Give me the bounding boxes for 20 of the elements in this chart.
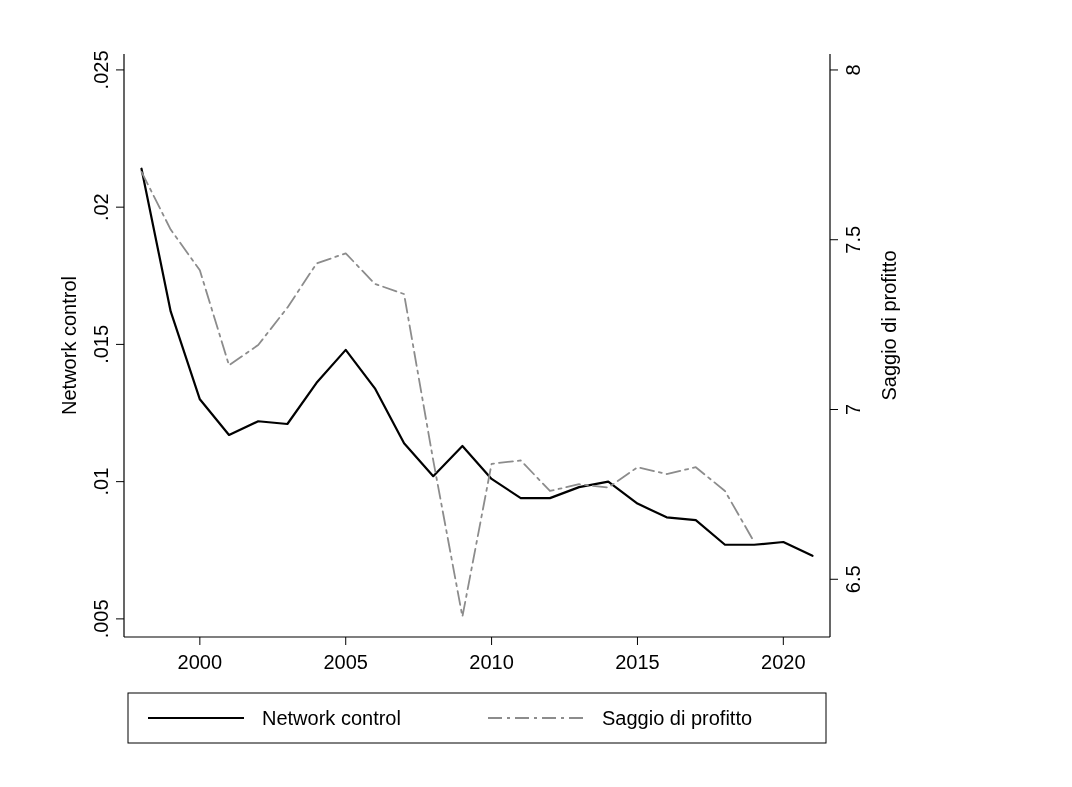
line-series [140,167,814,557]
y2-tick-label: 7 [842,403,864,416]
y-tick-label: .01 [90,467,112,496]
legend-label: Network control [262,707,401,729]
x-tick-label: 2005 [323,651,368,673]
x-tick-label: 2010 [469,651,514,673]
legend-label: Saggio di profitto [602,707,753,729]
x-tick-label: 2015 [615,651,660,673]
y-tick-label: .025 [90,50,112,90]
x-tick-label: 2020 [761,651,806,673]
line-series [140,170,756,618]
y-tick-label: .02 [90,193,112,222]
y2-axis-title: Saggio di profitto [878,250,900,401]
y-tick-label: .005 [90,599,112,639]
y-tick-label: .015 [90,324,112,364]
y-axis-title: Network control [58,276,80,415]
y2-tick-label: 7.5 [842,225,864,254]
x-tick-label: 2000 [177,651,223,673]
y2-tick-label: 8 [842,64,864,76]
y2-tick-label: 6.5 [842,565,864,594]
